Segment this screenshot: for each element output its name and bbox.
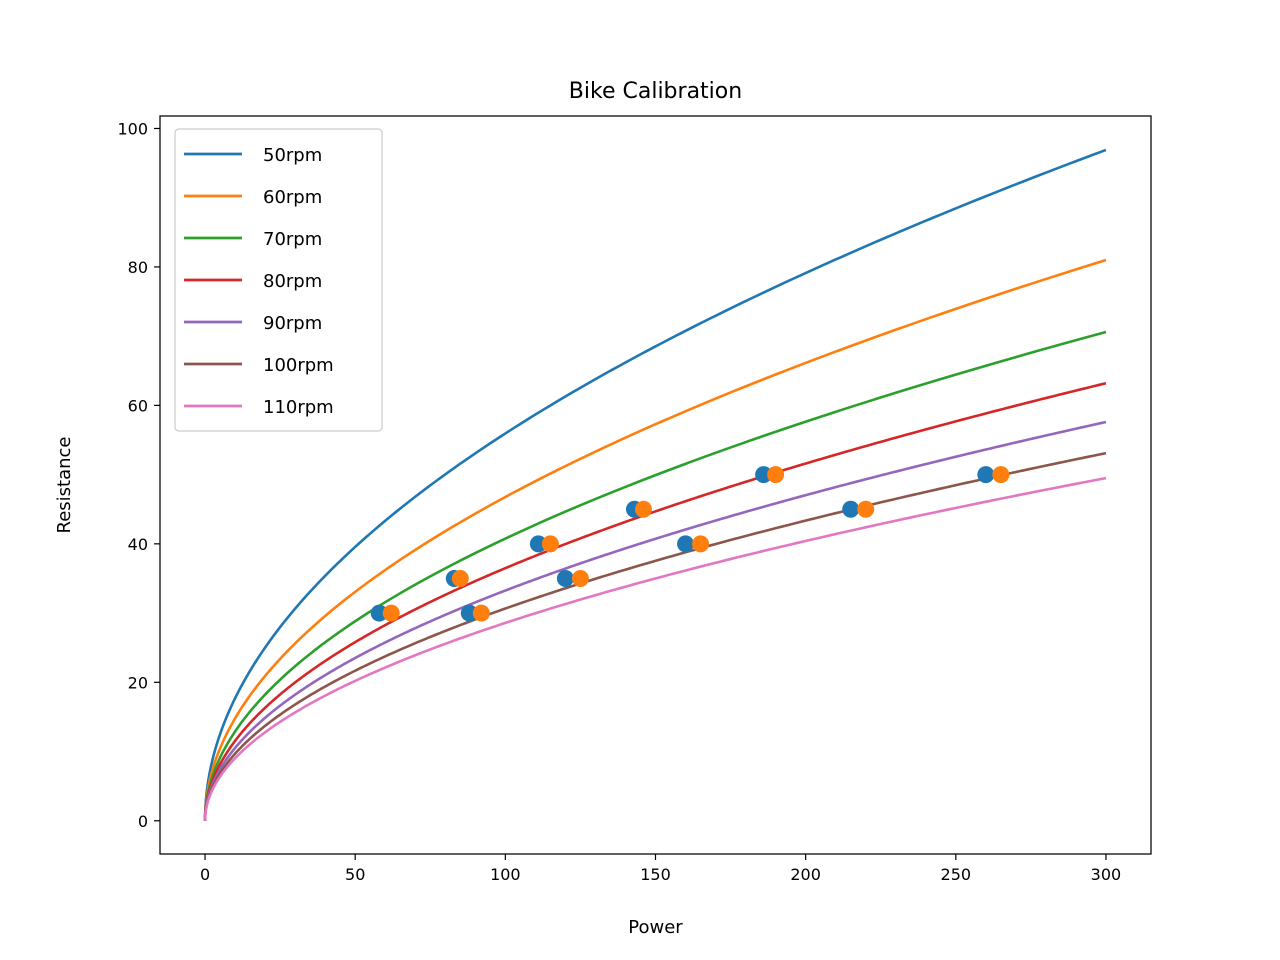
series-line-100rpm [203, 451, 1107, 821]
legend-label-80rpm: 80rpm [263, 271, 322, 292]
series-line-50rpm [203, 148, 1107, 821]
measured-b-point-6 [692, 535, 710, 553]
measured-b-point-7 [767, 466, 785, 484]
measured-b-point-3 [541, 535, 559, 553]
y-axis-label: Resistance [54, 437, 75, 534]
y-tick-label: 20 [128, 673, 148, 692]
legend-label-90rpm: 90rpm [263, 313, 322, 334]
y-tick-label: 100 [117, 119, 148, 138]
x-tick-label: 50 [345, 865, 365, 884]
measured-a-point-2 [460, 604, 478, 622]
measured-a-point-7 [755, 466, 773, 484]
y-axis-ticks: 0 20 40 60 80 100 [117, 119, 160, 831]
legend-label-110rpm: 110rpm [263, 397, 334, 418]
series-line-60rpm [203, 258, 1107, 821]
x-axis-ticks: 0 50 100 150 200 250 300 [200, 854, 1121, 884]
measured-b-point-1 [451, 569, 469, 587]
legend-label-70rpm: 70rpm [263, 229, 322, 250]
legend-box [174, 128, 383, 432]
legend: 50rpm 60rpm 70rpm 80rpm 90rpm 100rpm 110rpm [174, 128, 383, 432]
x-axis-label: Power [628, 917, 683, 938]
x-tick-label: 300 [1091, 865, 1122, 884]
series-line-70rpm [203, 330, 1107, 821]
measured-b-point-4 [571, 569, 589, 587]
measured-b-point-8 [857, 500, 875, 518]
measured-a-point-0 [370, 604, 388, 622]
chart-title: Bike Calibration [569, 79, 742, 104]
plot-frame [159, 115, 1152, 855]
x-tick-label: 200 [790, 865, 821, 884]
measured-b-point-5 [634, 500, 652, 518]
y-tick-label: 80 [128, 258, 148, 277]
y-tick-label: 0 [138, 812, 148, 831]
measured-a-point-9 [977, 466, 995, 484]
measured-a-point-3 [529, 535, 547, 553]
plot-area [203, 148, 1107, 821]
legend-label-60rpm: 60rpm [263, 187, 322, 208]
series-line-80rpm [203, 381, 1107, 821]
x-tick-label: 250 [941, 865, 972, 884]
measured-b-point-9 [992, 466, 1010, 484]
x-tick-label: 100 [490, 865, 521, 884]
measured-a-point-4 [556, 569, 574, 587]
series-line-90rpm [203, 420, 1107, 821]
legend-label-100rpm: 100rpm [263, 355, 334, 376]
x-tick-label: 0 [200, 865, 210, 884]
measured-a-point-8 [842, 500, 860, 518]
y-tick-label: 40 [128, 535, 148, 554]
series-line-110rpm [203, 476, 1107, 821]
legend-label-50rpm: 50rpm [263, 145, 322, 166]
measured-a-point-6 [677, 535, 695, 553]
measured-b-point-2 [472, 604, 490, 622]
x-tick-label: 150 [640, 865, 671, 884]
y-tick-label: 60 [128, 396, 148, 415]
measured-b-point-0 [382, 604, 400, 622]
